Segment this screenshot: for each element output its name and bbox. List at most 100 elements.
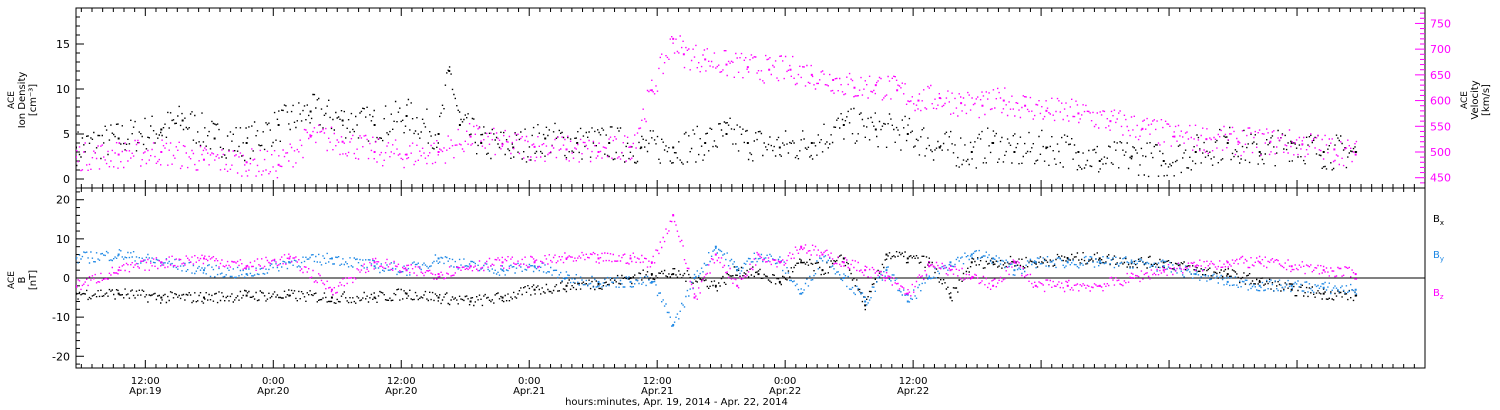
data-point-velocity [1237, 140, 1240, 143]
data-point-bx [330, 296, 333, 299]
data-point-bx [1290, 288, 1293, 291]
field-tick-label: -20 [52, 350, 70, 363]
data-point-velocity [981, 104, 984, 107]
velocity-tick-label: 750 [1430, 17, 1451, 30]
data-point-velocity [1077, 112, 1080, 115]
data-point-by [864, 300, 867, 303]
data-point-by [693, 277, 696, 279]
legend-subscript: y [1440, 255, 1444, 263]
data-point-ion-density [672, 146, 675, 149]
data-point-bx [202, 296, 205, 299]
data-point-ion-density [640, 146, 643, 149]
data-point-bz [949, 269, 952, 272]
data-point-bx [906, 257, 909, 260]
data-point-by [1013, 269, 1016, 272]
data-point-ion-density [906, 133, 909, 135]
data-point-bz [1066, 284, 1069, 287]
legend-by: By [1433, 250, 1444, 263]
data-point-bx [885, 253, 888, 256]
data-point-bz [160, 261, 163, 264]
data-point-velocity [1024, 104, 1027, 107]
data-point-bx [288, 294, 291, 297]
data-point-velocity [1045, 109, 1048, 112]
data-point-bz [1013, 261, 1016, 264]
density-axis-label: ACE Ion Density [cm⁻³] [7, 72, 39, 129]
data-point-velocity [768, 68, 771, 71]
data-point-velocity [874, 84, 877, 87]
data-point-ion-density [704, 142, 707, 144]
data-point-velocity [725, 63, 728, 66]
data-point-bx [501, 296, 504, 299]
data-point-ion-density [1098, 160, 1101, 162]
data-point-ion-density [725, 133, 728, 135]
data-point-velocity [832, 79, 835, 81]
data-point-bx [1258, 280, 1261, 283]
data-point-bx [992, 261, 995, 264]
data-point-by [1098, 261, 1101, 264]
data-point-ion-density [992, 142, 995, 144]
data-point-by [842, 277, 845, 279]
data-point-velocity [469, 135, 472, 138]
top-panel-data [76, 35, 1358, 179]
velocity-tick-label: 650 [1430, 69, 1451, 82]
time-tick-label: 12:00 [899, 376, 928, 387]
time-tick-label: 0:00 [262, 376, 284, 387]
field-tick-label: 20 [56, 194, 70, 207]
data-point-velocity [629, 145, 632, 148]
data-point-by [1162, 265, 1165, 268]
data-point-by [245, 273, 248, 276]
data-point-bz [650, 261, 653, 264]
data-point-by [906, 300, 909, 303]
data-point-velocity [853, 86, 856, 89]
time-tick-label: 12:00 [131, 376, 160, 387]
data-point-by [736, 269, 739, 272]
field-label-line: [nT] [28, 270, 39, 290]
data-point-velocity [789, 68, 792, 71]
data-point-velocity [501, 143, 504, 146]
data-point-ion-density [405, 115, 408, 117]
data-point-ion-density [842, 124, 845, 126]
legend-bz: Bz [1433, 288, 1444, 301]
data-point-bx [864, 304, 867, 307]
data-point-velocity [810, 73, 813, 76]
density-tick-label: 15 [56, 38, 70, 51]
date-tick-label: Apr.21 [513, 386, 545, 397]
series-bz [76, 214, 1358, 300]
data-point-velocity [245, 161, 248, 164]
data-point-ion-density [746, 142, 749, 144]
data-point-bx [1162, 261, 1165, 264]
data-point-bz [1258, 261, 1261, 264]
velocity-label-line: ACE [1460, 91, 1470, 109]
data-point-bz [501, 261, 504, 264]
data-point-bx [778, 280, 781, 283]
date-tick-label: Apr.22 [769, 386, 801, 397]
data-point-by [714, 245, 717, 248]
date-tick-label: Apr.19 [129, 386, 161, 397]
legend-symbol: B [1433, 214, 1440, 225]
data-point-velocity [1173, 135, 1176, 138]
data-point-bz [202, 257, 205, 260]
data-point-velocity [1141, 127, 1144, 130]
time-axis-title: hours:minutes, Apr. 19, 2014 - Apr. 22, … [565, 397, 788, 408]
data-point-ion-density [970, 151, 973, 153]
data-point-velocity [341, 140, 344, 143]
data-point-velocity [565, 148, 568, 151]
density-tick-label: 5 [63, 128, 70, 141]
data-point-bz [906, 292, 909, 295]
data-point-ion-density [181, 119, 184, 122]
data-point-velocity [1301, 143, 1304, 146]
data-point-by [597, 280, 600, 283]
data-point-ion-density [277, 124, 280, 126]
data-point-velocity [960, 102, 963, 105]
data-point-by [1194, 273, 1197, 276]
legend-subscript: x [1440, 219, 1444, 227]
data-point-bx [373, 296, 376, 299]
data-point-by [1226, 280, 1229, 283]
bottom-panel-data [76, 214, 1358, 327]
data-point-bz [117, 269, 120, 272]
data-point-by [1322, 286, 1325, 289]
field-axis-label: ACE B [nT] [7, 270, 39, 290]
data-point-ion-density [810, 142, 813, 144]
data-point-bx [1226, 273, 1229, 276]
